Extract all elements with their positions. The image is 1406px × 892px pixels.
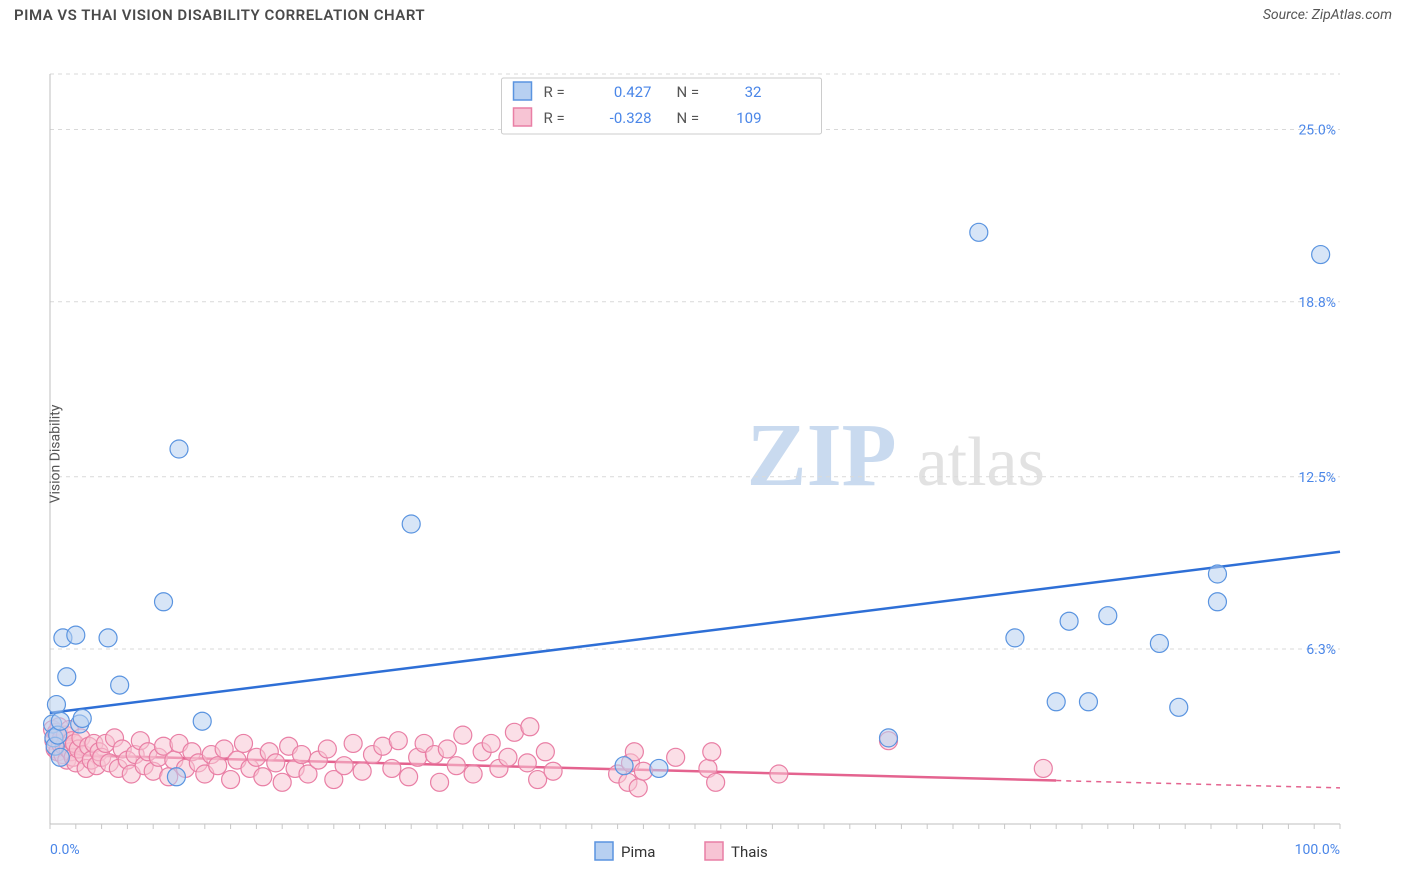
y-tick-label: 6.3% xyxy=(1306,642,1336,658)
data-point xyxy=(1006,629,1024,647)
legend-r-value: 0.427 xyxy=(614,83,652,101)
data-point xyxy=(389,732,407,750)
y-tick-label: 25.0% xyxy=(1298,123,1336,139)
data-point xyxy=(970,223,988,241)
legend-r-value: -0.328 xyxy=(610,109,652,127)
legend-series-label: Pima xyxy=(621,843,655,861)
data-point xyxy=(51,748,69,766)
data-point xyxy=(383,759,401,777)
chart-container: Vision Disability ZIP atlas 6.3% 12.5% 18.8%… xyxy=(0,24,1406,884)
legend-swatch xyxy=(514,108,532,126)
data-point xyxy=(629,779,647,797)
data-point xyxy=(431,773,449,791)
y-tick-label: 18.8% xyxy=(1298,295,1336,311)
legend-swatch xyxy=(514,82,532,100)
data-point xyxy=(47,696,65,714)
data-point xyxy=(1099,607,1117,625)
legend-n-value: 109 xyxy=(736,109,761,127)
data-point xyxy=(209,757,227,775)
x-tick-label: 100.0% xyxy=(1295,842,1340,858)
data-point xyxy=(51,712,69,730)
data-point xyxy=(667,748,685,766)
legend-r-label: R = xyxy=(544,109,565,127)
data-point xyxy=(880,729,898,747)
data-point xyxy=(67,626,85,644)
data-point xyxy=(167,768,185,786)
data-point xyxy=(707,773,725,791)
data-point xyxy=(454,726,472,744)
data-point xyxy=(438,740,456,758)
legend-n-label: N = xyxy=(677,83,700,101)
data-point xyxy=(400,768,418,786)
data-point xyxy=(335,757,353,775)
data-point xyxy=(1312,246,1330,264)
data-point xyxy=(650,759,668,777)
data-point xyxy=(99,629,117,647)
watermark-zip: ZIP xyxy=(747,406,897,505)
data-point xyxy=(499,748,517,766)
data-point xyxy=(1047,693,1065,711)
data-point xyxy=(536,743,554,761)
data-point xyxy=(267,754,285,772)
chart-source: Source: ZipAtlas.com xyxy=(1263,7,1392,23)
data-point xyxy=(155,593,173,611)
data-point xyxy=(1170,698,1188,716)
legend-swatch xyxy=(595,842,613,860)
data-point xyxy=(111,676,129,694)
watermark-atlas: atlas xyxy=(917,424,1045,501)
data-point xyxy=(615,757,633,775)
data-point xyxy=(73,709,91,727)
data-point xyxy=(273,773,291,791)
data-point xyxy=(1079,693,1097,711)
data-point xyxy=(703,743,721,761)
chart-title: PIMA VS THAI VISION DISABILITY CORRELATI… xyxy=(14,6,425,24)
data-point xyxy=(293,746,311,764)
data-point xyxy=(222,771,240,789)
trend-line-dashed xyxy=(1056,781,1340,788)
scatter-chart: ZIP atlas 6.3% 12.5% 18.8% 25.0% 0.0% 100.0% R =… xyxy=(0,24,1406,884)
y-tick-label: 12.5% xyxy=(1298,470,1336,486)
data-point xyxy=(170,440,188,458)
data-point xyxy=(353,762,371,780)
data-point xyxy=(344,734,362,752)
legend-n-value: 32 xyxy=(745,83,762,101)
data-point xyxy=(464,765,482,783)
data-point xyxy=(1060,612,1078,630)
data-point xyxy=(1150,634,1168,652)
data-point xyxy=(518,754,536,772)
y-axis-label: Vision Disability xyxy=(47,405,63,504)
trend-line xyxy=(50,552,1340,713)
data-point xyxy=(1034,759,1052,777)
data-point xyxy=(770,765,788,783)
legend-series-label: Thais xyxy=(731,843,768,861)
x-tick-label: 0.0% xyxy=(50,842,80,858)
data-point xyxy=(447,757,465,775)
data-point xyxy=(254,768,272,786)
data-point xyxy=(1208,593,1226,611)
data-point xyxy=(482,734,500,752)
legend-swatch xyxy=(705,842,723,860)
data-point xyxy=(235,734,253,752)
data-point xyxy=(402,515,420,533)
data-point xyxy=(193,712,211,730)
data-point xyxy=(58,668,76,686)
data-point xyxy=(1208,565,1226,583)
legend-n-label: N = xyxy=(677,109,700,127)
data-point xyxy=(544,762,562,780)
legend-r-label: R = xyxy=(544,83,565,101)
data-point xyxy=(521,718,539,736)
data-point xyxy=(318,740,336,758)
